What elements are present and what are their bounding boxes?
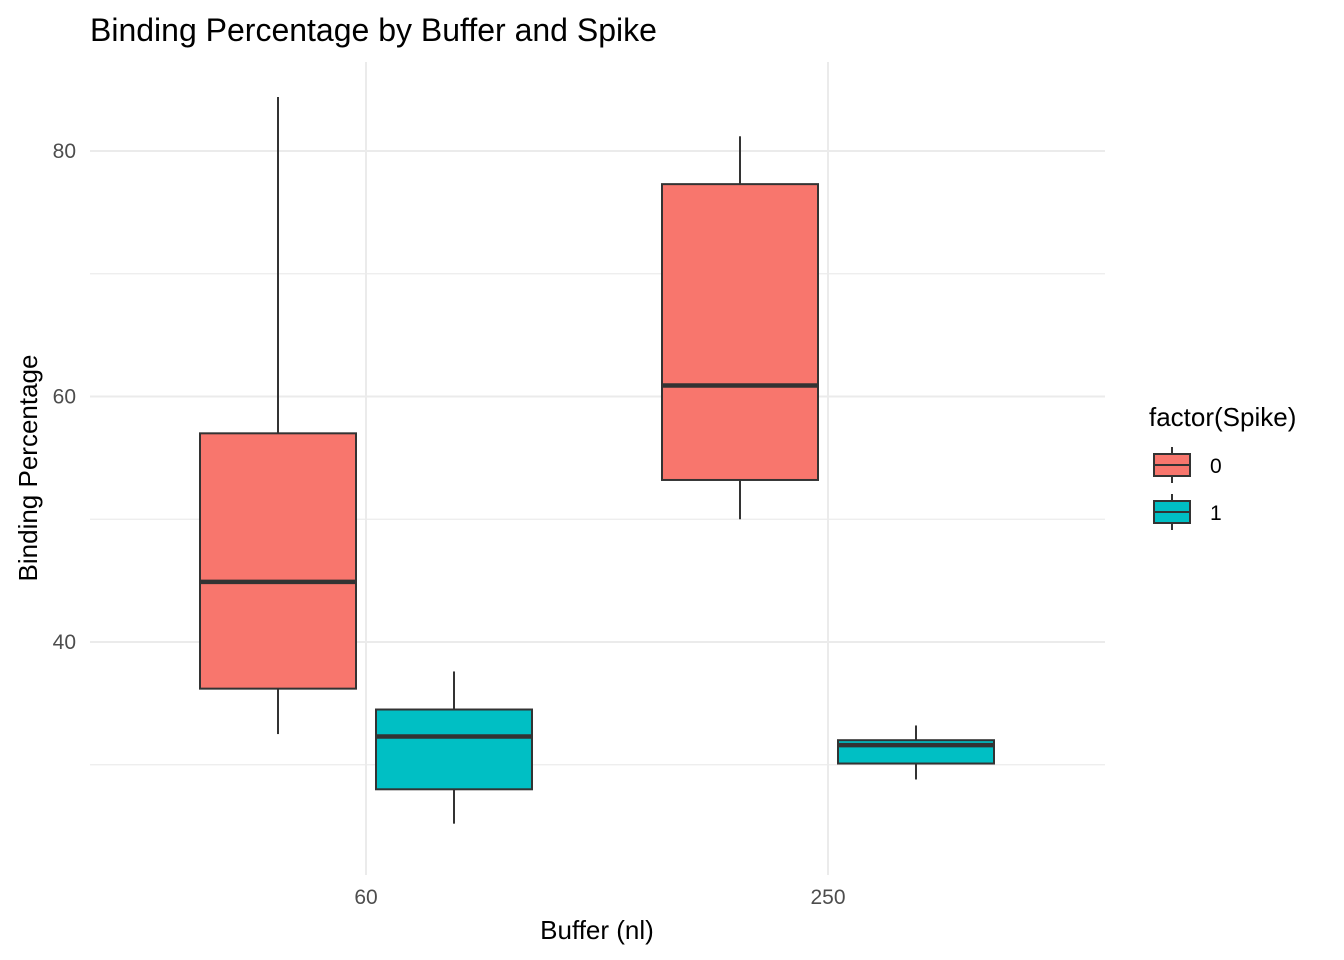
y-axis-label: Binding Percentage [13, 355, 43, 582]
plot-area [199, 96, 995, 824]
legend-label-1: 1 [1210, 502, 1222, 525]
box-0-250 [661, 183, 819, 481]
chart-title: Binding Percentage by Buffer and Spike [90, 12, 657, 48]
box-0-60 [199, 432, 357, 690]
x-tick-label: 60 [354, 886, 377, 909]
y-tick-label: 80 [53, 140, 76, 163]
legend-label-0: 0 [1210, 455, 1222, 478]
box-1-60 [375, 708, 533, 791]
axes: 40 60 80 60 250 [53, 140, 846, 909]
y-tick-label: 40 [53, 631, 76, 654]
legend-title: factor(Spike) [1149, 402, 1296, 432]
x-tick-label: 250 [810, 886, 845, 909]
x-axis-label: Buffer (nl) [540, 915, 654, 945]
y-tick-label: 60 [53, 386, 76, 409]
legend: factor(Spike) 0 1 [1149, 402, 1296, 530]
